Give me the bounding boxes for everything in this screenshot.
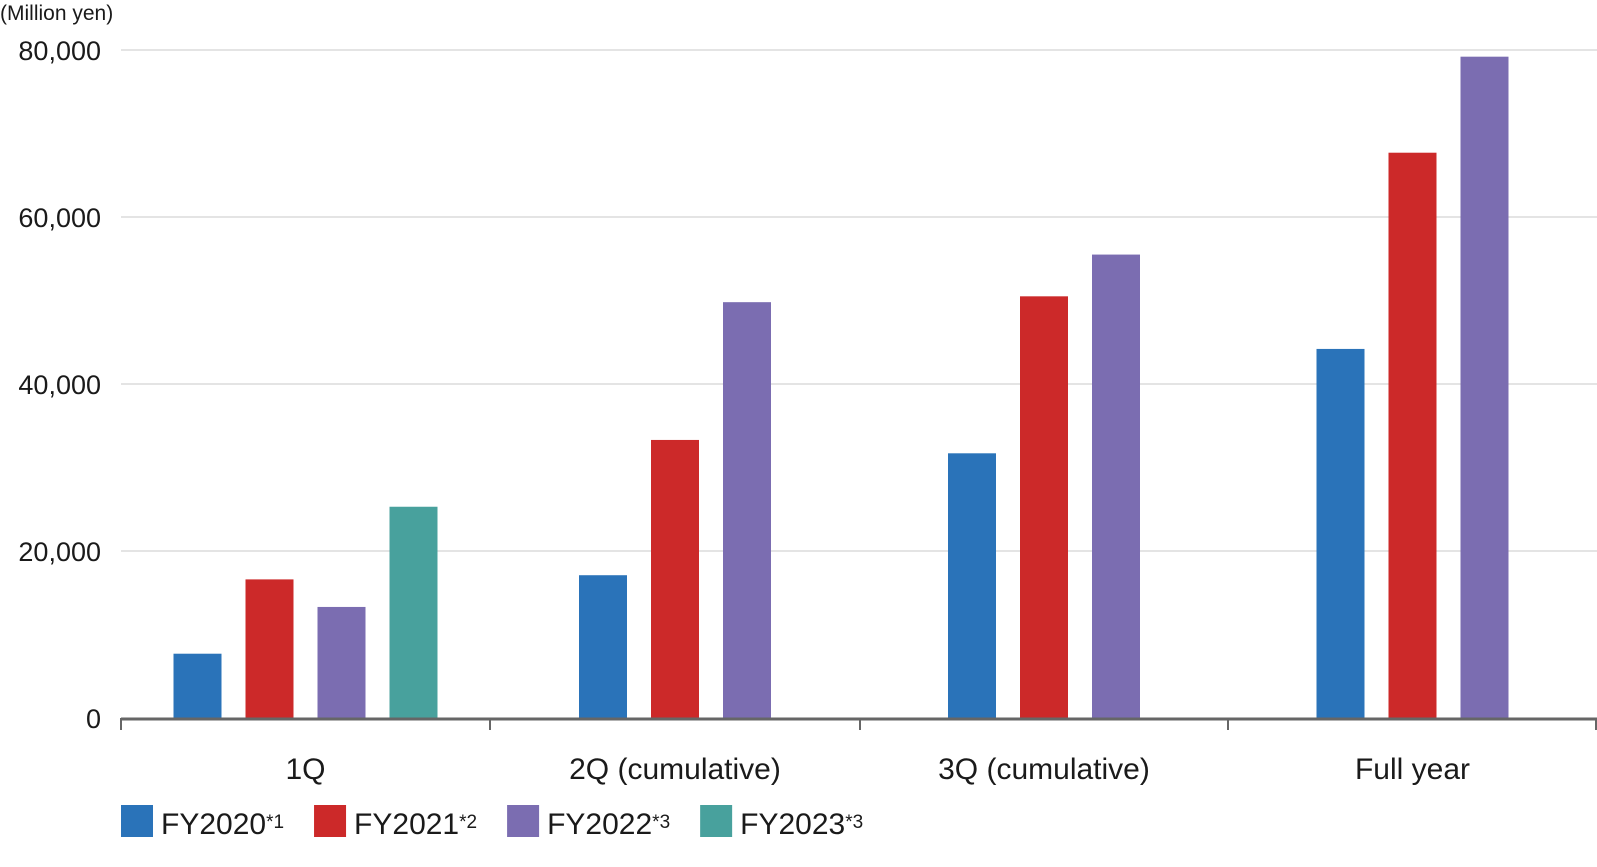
x-category-label: 2Q (cumulative) xyxy=(569,753,781,786)
legend-swatch-fy2020 xyxy=(121,805,153,837)
legend-swatch-fy2022 xyxy=(507,805,540,837)
bar-fy2020-0 xyxy=(173,653,222,718)
x-category-label: 1Q xyxy=(285,753,325,786)
legend-swatch-fy2021 xyxy=(314,805,347,837)
x-category-label: Full year xyxy=(1355,753,1470,786)
legend-swatch-fy2023 xyxy=(700,805,733,837)
bar-fy2021-2 xyxy=(1020,296,1068,718)
bar-fy2020-1 xyxy=(579,575,627,718)
legend-entry-fy2023: FY2023*3 xyxy=(740,808,863,841)
legend-series-name: FY2023 xyxy=(740,808,845,841)
legend-entry-fy2021: FY2021*2 xyxy=(354,808,477,841)
bar-fy2022-2 xyxy=(1092,254,1140,718)
legend: FY2020*1 FY2021*2 FY2022*3 FY2023*3 xyxy=(121,805,863,841)
legend-series-note: *2 xyxy=(459,812,477,833)
legend-series-name: FY2022 xyxy=(547,808,652,841)
bar-fy2023-0 xyxy=(389,506,438,718)
bar-fy2022-0 xyxy=(317,606,366,718)
y-axis-unit-label: (Million yen) xyxy=(0,2,113,25)
bar-fy2020-2 xyxy=(948,453,996,718)
bar-fy2020-3 xyxy=(1316,348,1365,718)
y-tick-label: 0 xyxy=(86,704,101,734)
legend-series-note: *1 xyxy=(266,812,284,833)
axes: (Million yen) 0 20,000 40,000 60,000 80,000 1Q… xyxy=(0,2,1597,786)
y-tick-label: 20,000 xyxy=(18,537,101,567)
bar-fy2021-3 xyxy=(1388,152,1437,718)
bars xyxy=(173,56,1509,719)
y-tick-label: 40,000 xyxy=(18,370,101,400)
bar-fy2022-3 xyxy=(1460,56,1509,719)
bar-fy2021-0 xyxy=(245,579,294,718)
legend-series-note: *3 xyxy=(845,812,863,833)
y-tick-label: 80,000 xyxy=(18,36,101,66)
bar-fy2022-1 xyxy=(723,302,771,718)
legend-series-note: *3 xyxy=(652,812,670,833)
bar-fy2021-1 xyxy=(651,439,699,718)
y-tick-label: 60,000 xyxy=(18,203,101,233)
x-category-label: 3Q (cumulative) xyxy=(938,753,1150,786)
legend-entry-fy2020: FY2020*1 xyxy=(161,808,284,841)
gridlines xyxy=(121,49,1597,552)
legend-entry-fy2022: FY2022*3 xyxy=(547,808,670,841)
legend-series-name: FY2021 xyxy=(354,808,459,841)
legend-series-name: FY2020 xyxy=(161,808,266,841)
